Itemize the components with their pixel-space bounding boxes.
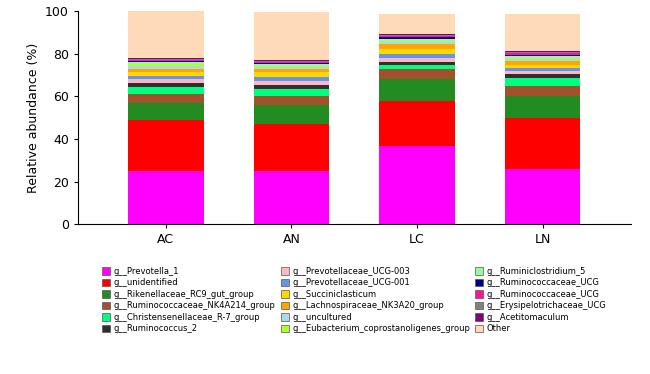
Bar [128,61,203,62]
Bar [128,171,203,224]
Bar [254,96,329,105]
Bar [505,55,580,56]
Bar [254,69,329,72]
Bar [380,145,455,224]
Bar [254,62,329,63]
Bar [380,101,455,145]
Bar [128,72,203,76]
Bar [505,50,580,52]
Bar [380,41,455,42]
Bar [128,11,203,58]
Bar [254,59,329,61]
Bar [380,36,455,37]
Bar [128,60,203,61]
Bar [254,63,329,64]
Bar [505,96,580,118]
Bar [128,69,203,72]
Bar [128,87,203,94]
Bar [254,12,329,59]
Bar [380,34,455,35]
Bar [505,53,580,55]
Bar [128,103,203,120]
Bar [254,77,329,80]
Bar [128,62,203,64]
Bar [380,62,455,64]
Bar [380,15,455,34]
Bar [380,49,455,54]
Bar [128,120,203,171]
Bar [254,80,329,85]
Bar [128,94,203,103]
Bar [254,171,329,224]
Bar [128,64,203,65]
Bar [254,67,329,69]
Bar [505,169,580,224]
Bar [380,42,455,44]
Bar [254,72,329,77]
Bar [128,79,203,83]
Bar [254,124,329,171]
Bar [505,68,580,71]
Bar [505,56,580,58]
Bar [505,74,580,79]
Bar [128,58,203,59]
Bar [254,61,329,62]
Bar [254,64,329,65]
Bar [128,65,203,69]
Bar [505,65,580,68]
Bar [254,85,329,89]
Bar [505,15,580,50]
Bar [254,105,329,124]
Bar [505,61,580,64]
Bar [380,54,455,58]
Bar [254,65,329,67]
Bar [505,58,580,59]
Bar [505,118,580,169]
Bar [254,89,329,96]
Bar [380,39,455,41]
Bar [380,44,455,49]
Bar [505,59,580,61]
Bar [380,79,455,101]
Bar [380,69,455,79]
Bar [380,65,455,69]
Bar [505,79,580,86]
Bar [505,86,580,96]
Bar [128,76,203,79]
Y-axis label: Relative abundance (%): Relative abundance (%) [27,43,40,193]
Bar [380,35,455,36]
Legend: g__Prevotella_1, g__unidentified, g__Rikenellaceae_RC9_gut_group, g__Ruminococca: g__Prevotella_1, g__unidentified, g__Rik… [102,267,606,334]
Bar [128,59,203,60]
Bar [505,71,580,74]
Bar [128,83,203,87]
Bar [380,58,455,62]
Bar [380,37,455,39]
Bar [505,52,580,53]
